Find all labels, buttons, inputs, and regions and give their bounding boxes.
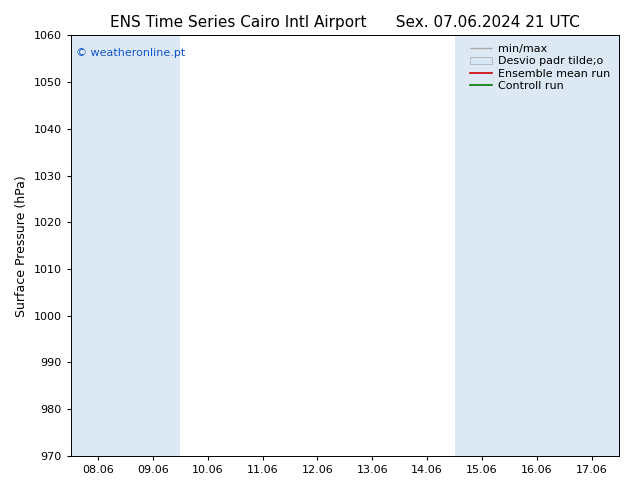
Bar	[455, 35, 509, 456]
Bar	[509, 35, 564, 456]
Y-axis label: Surface Pressure (hPa): Surface Pressure (hPa)	[15, 175, 28, 317]
Bar	[71, 35, 126, 456]
Bar	[564, 35, 619, 456]
Text: © weatheronline.pt: © weatheronline.pt	[76, 48, 185, 58]
Bar	[126, 35, 180, 456]
Legend: min/max, Desvio padr tilde;o, Ensemble mean run, Controll run: min/max, Desvio padr tilde;o, Ensemble m…	[467, 41, 614, 94]
Title: ENS Time Series Cairo Intl Airport      Sex. 07.06.2024 21 UTC: ENS Time Series Cairo Intl Airport Sex. …	[110, 15, 579, 30]
